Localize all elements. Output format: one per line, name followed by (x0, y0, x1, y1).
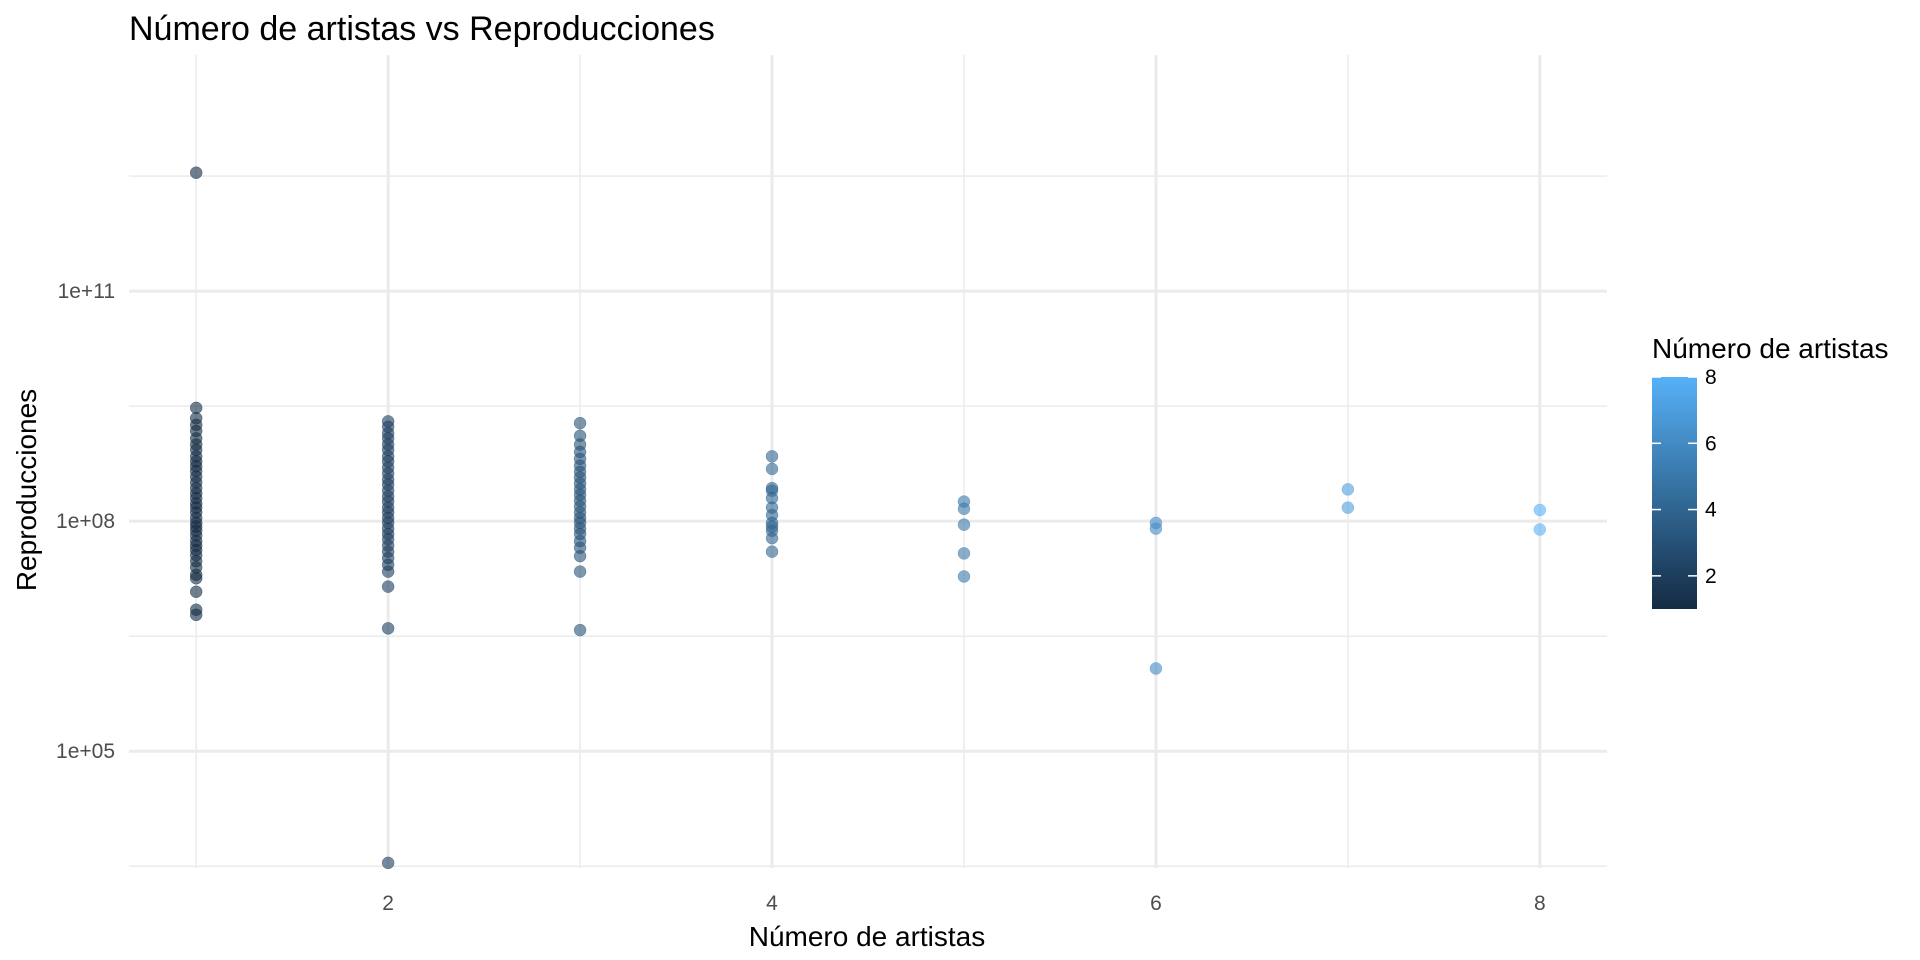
data-point (573, 565, 587, 578)
data-point (1341, 483, 1355, 496)
x-tick-label: 2 (382, 892, 394, 915)
colorbar-tick-label: 8 (1705, 366, 1717, 389)
data-point (573, 549, 587, 563)
data-point (957, 570, 971, 583)
data-point (189, 572, 203, 585)
x-tick-label: 8 (1534, 892, 1546, 915)
data-point (765, 462, 779, 476)
colorbar-ticks: 2 4 6 8 (1652, 366, 1717, 588)
y-tick-label: 1e+08 (56, 510, 115, 533)
x-axis-title: Número de artistas (749, 921, 986, 952)
data-point (765, 450, 779, 463)
data-points (189, 166, 1547, 870)
data-point (1341, 501, 1355, 514)
data-point (1149, 662, 1163, 675)
colorbar (1652, 377, 1697, 609)
data-point (381, 622, 395, 635)
data-point (957, 547, 971, 560)
data-point (381, 856, 395, 870)
data-point (1533, 503, 1547, 517)
data-point (1149, 522, 1163, 535)
colorbar-tick-label: 6 (1705, 432, 1717, 455)
data-point (189, 585, 203, 599)
color-legend: Número de artistas 2 4 6 8 (1652, 333, 1889, 609)
data-point (381, 580, 395, 593)
y-axis-title: Reproducciones (11, 389, 42, 591)
data-point (189, 166, 203, 179)
data-point (573, 623, 587, 637)
data-point (381, 565, 395, 578)
y-tick-label: 1e+05 (56, 740, 115, 763)
data-point (1533, 523, 1547, 536)
legend-title: Número de artistas (1652, 333, 1889, 364)
x-tick-label: 6 (1150, 892, 1162, 915)
data-point (189, 608, 203, 622)
chart-title: Número de artistas vs Reproducciones (129, 10, 715, 48)
colorbar-tick-label: 4 (1705, 499, 1717, 522)
x-tick-label: 4 (766, 892, 778, 915)
x-axis-ticks: 2 4 6 8 (382, 892, 1545, 915)
colorbar-tick-label: 2 (1705, 565, 1717, 588)
data-point (765, 545, 779, 558)
y-tick-label: 1e+11 (58, 280, 115, 303)
data-point (957, 502, 971, 516)
data-point (573, 416, 587, 430)
data-point (957, 518, 971, 531)
y-axis-ticks: 1e+05 1e+08 1e+11 (56, 280, 115, 763)
data-point (765, 531, 779, 545)
grid (129, 55, 1607, 868)
